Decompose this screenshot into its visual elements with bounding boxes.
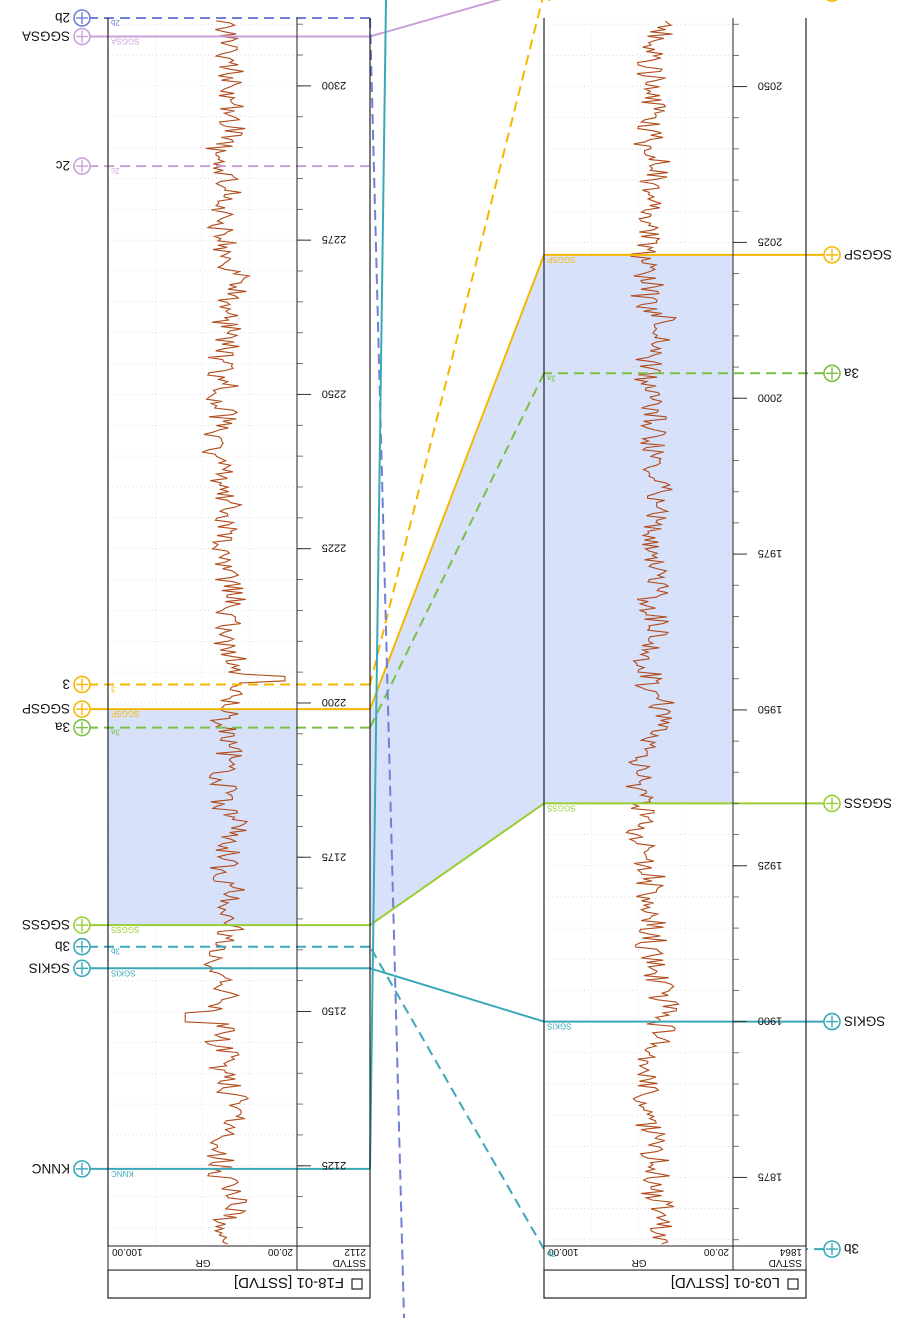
well-title: L03-01 [SSTVD]: [671, 1274, 780, 1291]
horizon-tag-left: SGKIS: [547, 1022, 571, 1031]
gr-scale-min: 20.00: [268, 1246, 293, 1257]
horizon-label: 3a: [54, 720, 70, 735]
depth-tick-label: 2200: [322, 696, 346, 708]
depth-tick-label: 2150: [322, 1005, 346, 1017]
horizon-label: SGGSP: [844, 247, 892, 262]
horizon-tag-left: 3a: [546, 373, 555, 382]
horizon-tag-right: 3a: [110, 728, 119, 737]
depth-tick-label: 1950: [758, 703, 782, 715]
depth-tick-label: 2175: [322, 850, 346, 862]
well-header-f18: F18-01 [SSTVD] SSTVD 2112 GR 20.00 100.0…: [107, 1245, 371, 1299]
well-header-l03: L03-01 [SSTVD] SSTVD 1864 GR 20.00 100.0…: [543, 1245, 807, 1299]
horizon-correlation: [369, 254, 545, 710]
horizon-correlation: [369, 372, 545, 729]
horizon-label: SGGSA: [22, 29, 70, 44]
zone-fill-between: [370, 254, 544, 926]
depth-header: SSTVD: [769, 1257, 802, 1268]
depth-tick-label: 2125: [322, 1159, 346, 1171]
depth-tick-label: 2275: [322, 233, 346, 245]
horizon-tag-left: SGGSP: [547, 255, 575, 264]
horizon-lines: [90, 0, 824, 1318]
depth-tick-label: 2000: [758, 391, 782, 403]
horizon-label: 3: [62, 676, 70, 691]
horizon-labels: 3b 3b 3b 3b SGKIS SGKIS SGKIS SGKIS SGGSS SGGSS SG…: [22, 0, 892, 1258]
depth-tick-label: 1925: [758, 859, 782, 871]
horizon-correlation: [369, 17, 405, 1318]
horizon-tag-right: 2c: [111, 166, 119, 175]
horizon-label: 3b: [844, 1241, 859, 1256]
depth-ticks: 1875 1900 1925 1950 1975 2000 2025 2050 2125 2150…: [297, 23, 782, 1241]
horizon-tag-right: SGGSA: [110, 37, 139, 46]
horizon-tag-right: 3b: [110, 947, 119, 956]
horizon-label: SGKIS: [844, 1014, 885, 1029]
gr-label: GR: [196, 1257, 211, 1268]
depth-tick-label: 2300: [322, 79, 346, 91]
horizon-marker-icon[interactable]: [823, 0, 841, 2]
horizon-tag-right: SGGSS: [111, 925, 139, 934]
horizon-label: KNNC: [31, 1161, 70, 1176]
horizon-correlation: [369, 946, 545, 1250]
gr-label: GR: [632, 1257, 647, 1268]
horizon-tag-right: 3: [110, 684, 115, 693]
horizon-correlation: [369, 967, 545, 1023]
horizon-correlation: [369, 0, 387, 1169]
depth-tick-label: 2025: [758, 235, 782, 247]
horizon-tag-right: KNNC: [111, 1169, 134, 1178]
horizon-label: SGGSS: [844, 795, 892, 810]
horizon-correlation: [369, 802, 545, 926]
horizon-tag-left: 3: [546, 0, 551, 2]
depth-tick-label: 2250: [322, 387, 346, 399]
gr-scale-min: 20.00: [704, 1246, 729, 1257]
depth-tick-label: 2050: [758, 80, 782, 92]
gr-scale-max: 100.00: [548, 1246, 579, 1257]
depth-tick-label: 1975: [758, 547, 782, 559]
gr-curve: [184, 20, 286, 1245]
gr-curves: [184, 20, 680, 1245]
horizon-tag-left: 3b: [546, 1249, 555, 1258]
track-frames: [107, 18, 807, 1246]
depth-top-label: 1864: [779, 1246, 802, 1257]
horizon-tag-right: SGGSP: [111, 709, 139, 718]
depth-top-label: 2112: [344, 1246, 366, 1257]
gr-curve: [625, 20, 680, 1245]
depth-tick-label: 1900: [758, 1015, 782, 1027]
horizon-correlation: [369, 0, 545, 685]
horizon-tag-right: 2b: [110, 18, 119, 27]
horizon-correlation: [369, 0, 545, 38]
horizon-label: SGGSS: [22, 917, 70, 932]
horizon-label: SGGSP: [22, 701, 70, 716]
gr-scale-max: 100.00: [112, 1246, 143, 1257]
horizon-label: 3b: [55, 939, 70, 954]
depth-tick-label: 1875: [758, 1170, 782, 1182]
horizon-label: 2c: [55, 158, 70, 173]
horizon-tag-left: SGGSS: [547, 803, 575, 812]
horizon-tag-right: SGKIS: [111, 968, 135, 977]
well-checkbox-icon[interactable]: [787, 1278, 799, 1290]
well-checkbox-icon[interactable]: [351, 1278, 363, 1290]
horizon-label: 3a: [844, 365, 860, 380]
horizon-label: 2b: [55, 10, 70, 25]
depth-tick-label: 2225: [322, 542, 346, 554]
track-grid: [108, 18, 733, 1246]
horizon-label: SGKIS: [29, 960, 70, 975]
well-title: F18-01 [SSTVD]: [234, 1274, 344, 1291]
depth-header: SSTVD: [333, 1257, 366, 1268]
